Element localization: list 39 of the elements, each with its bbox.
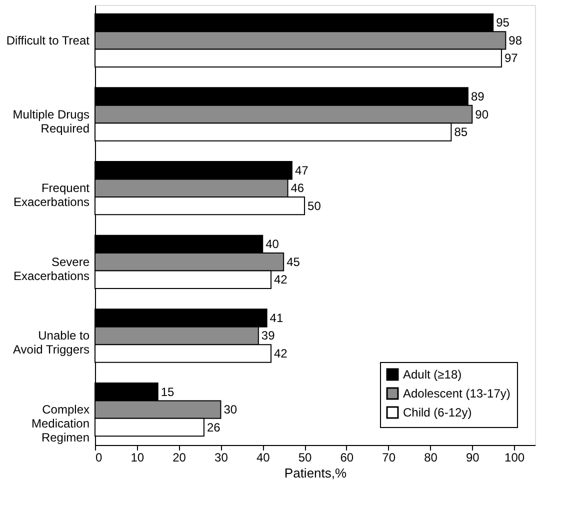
x-tick-label: 70 [382,450,396,464]
data-label: 39 [261,328,276,343]
data-label: 98 [508,33,522,48]
data-label: 47 [294,163,309,178]
x-tick-label: 90 [466,450,480,464]
legend-label: Adolescent (13-17y) [403,386,510,400]
y-tick-label: Difficult to Treat [6,33,90,48]
legend-label: Child (6-12y) [403,406,472,420]
y-tick-label: Unable to Avoid Triggers [13,328,90,357]
data-label: 50 [308,198,322,213]
data-label: 42 [274,272,288,287]
data-label: 85 [454,124,468,139]
data-label: 30 [224,402,238,417]
data-label: 15 [160,384,175,399]
data-label: 90 [475,107,489,122]
y-tick-label: Multiple Drugs Required [12,107,90,136]
x-tick-label: 80 [424,450,438,464]
x-tick-label: 50 [298,450,312,464]
x-tick-label: 10 [130,450,144,464]
y-tick-label: Complex Medication Regimen [31,402,90,445]
x-tick-label: 20 [172,450,186,464]
legend-label: Adult (≥18) [403,368,462,382]
data-label: 40 [266,237,280,252]
data-label: 42 [274,346,288,360]
x-tick-label: 100 [504,450,525,464]
data-label: 45 [286,254,300,269]
y-tick-label: Frequent Exacerbations [13,181,90,210]
x-axis-title: Patients,% [284,466,348,480]
data-label: 89 [470,90,485,104]
x-tick-label: 0 [96,450,102,464]
data-label: 95 [496,16,510,30]
y-tick-label: Severe Exacerbations [13,254,90,283]
data-label: 41 [270,311,284,326]
data-label: 46 [290,181,304,196]
data-label: 26 [206,420,221,434]
data-label: 97 [504,51,518,66]
x-tick-label: 30 [214,450,228,464]
x-tick-label: 60 [340,450,354,464]
x-tick-label: 40 [256,450,270,464]
